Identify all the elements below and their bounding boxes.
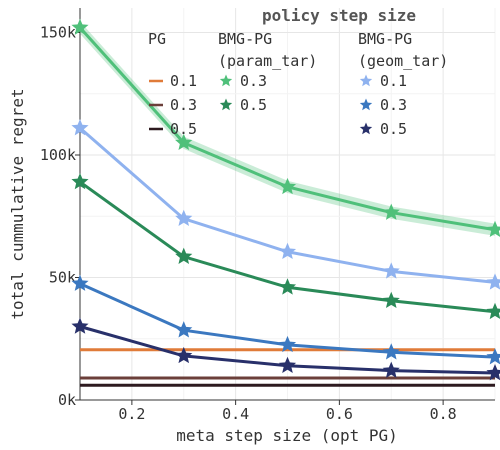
data-point bbox=[175, 209, 193, 226]
data-point bbox=[71, 317, 89, 334]
series-7 bbox=[71, 317, 500, 381]
data-point bbox=[382, 343, 400, 360]
series-4 bbox=[71, 172, 500, 320]
y-axis-title: total cummulative regret bbox=[8, 88, 27, 319]
legend-group-header: (geom_tar) bbox=[358, 52, 448, 70]
data-point bbox=[71, 18, 89, 35]
data-point bbox=[278, 177, 297, 195]
legend-title: policy step size bbox=[262, 6, 416, 25]
data-point bbox=[175, 346, 193, 364]
legend-group-header: (param_tar) bbox=[218, 52, 317, 70]
data-point bbox=[486, 364, 500, 381]
data-point bbox=[486, 273, 500, 290]
legend-label: 0.1 bbox=[380, 72, 407, 90]
data-point bbox=[175, 321, 193, 338]
legend-group-header: BMG-PG bbox=[218, 30, 272, 48]
series-6 bbox=[71, 274, 500, 365]
x-tick-label: 0.4 bbox=[222, 405, 249, 423]
data-point bbox=[382, 291, 400, 309]
legend-label: 0.5 bbox=[380, 120, 407, 138]
data-point bbox=[278, 242, 297, 260]
y-tick-label: 150k bbox=[40, 24, 76, 42]
legend-label: 0.3 bbox=[240, 72, 267, 90]
data-point bbox=[278, 278, 297, 295]
legend-label: 0.3 bbox=[380, 96, 407, 114]
y-tick-label: 100k bbox=[40, 146, 76, 164]
legend-marker bbox=[359, 98, 373, 111]
series-band bbox=[80, 21, 495, 236]
axes: 0.2 0.4 0.6 0.8 0k 50k 100k 150k bbox=[40, 8, 495, 423]
data-point bbox=[486, 220, 500, 238]
legend-marker bbox=[359, 74, 373, 87]
x-axis-title: meta step size (opt PG) bbox=[176, 426, 398, 445]
legend-marker bbox=[219, 74, 233, 87]
data-point bbox=[175, 247, 193, 264]
legend-label: 0.3 bbox=[170, 96, 197, 114]
legend-group-header: PG bbox=[148, 30, 166, 48]
data-point bbox=[175, 133, 193, 151]
legend: policy step size PG 0.1 0.3 0.5 BMG-PG (param_… bbox=[148, 6, 448, 138]
legend-label: 0.1 bbox=[170, 72, 197, 90]
x-tick-label: 0.2 bbox=[118, 405, 145, 423]
data-point bbox=[71, 172, 89, 190]
legend-group-header: BMG-PG bbox=[358, 30, 412, 48]
x-tick-label: 0.8 bbox=[430, 405, 457, 423]
y-tick-label: 50k bbox=[49, 269, 76, 287]
data-point bbox=[382, 203, 400, 220]
y-tick-label: 0k bbox=[58, 391, 76, 409]
data-point bbox=[382, 361, 400, 378]
legend-marker bbox=[219, 98, 233, 111]
data-point bbox=[278, 335, 297, 353]
legend-marker bbox=[359, 122, 373, 135]
data-point bbox=[486, 302, 500, 320]
data-point bbox=[71, 119, 89, 136]
data-point bbox=[382, 262, 400, 279]
data-point bbox=[71, 274, 89, 291]
data-point bbox=[278, 356, 297, 373]
legend-label: 0.5 bbox=[170, 120, 197, 138]
series-5 bbox=[71, 119, 500, 290]
data-point bbox=[486, 348, 500, 365]
x-tick-label: 0.6 bbox=[326, 405, 353, 423]
legend-label: 0.5 bbox=[240, 96, 267, 114]
